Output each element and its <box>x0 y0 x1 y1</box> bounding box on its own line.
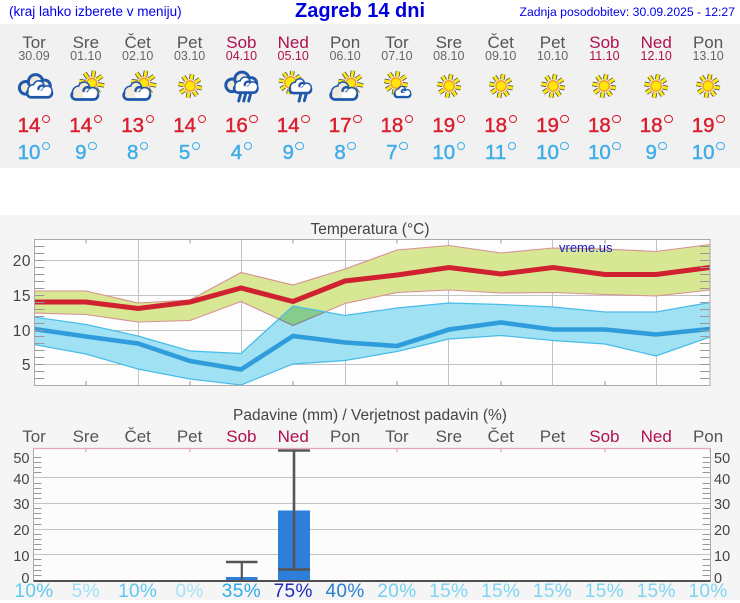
svg-text:0: 0 <box>21 571 29 587</box>
svg-text:0: 0 <box>714 571 722 587</box>
svg-text:10: 10 <box>714 549 730 565</box>
svg-text:20: 20 <box>13 253 31 270</box>
svg-text:20: 20 <box>714 523 730 539</box>
svg-text:10: 10 <box>13 549 29 565</box>
svg-text:50: 50 <box>714 451 730 467</box>
svg-text:50: 50 <box>13 451 29 467</box>
svg-text:10: 10 <box>13 323 31 340</box>
svg-text:vreme.us: vreme.us <box>559 240 613 255</box>
svg-text:40: 40 <box>714 472 730 488</box>
svg-text:30: 30 <box>714 497 730 513</box>
svg-text:20: 20 <box>13 523 29 539</box>
svg-text:5: 5 <box>22 357 31 374</box>
svg-text:30: 30 <box>13 497 29 513</box>
svg-text:40: 40 <box>13 472 29 488</box>
svg-text:15: 15 <box>13 288 31 305</box>
svg-text:Padavine (mm) / Verjetnost pad: Padavine (mm) / Verjetnost padavin (%) <box>233 407 507 424</box>
svg-text:Temperatura (°C): Temperatura (°C) <box>310 221 429 238</box>
